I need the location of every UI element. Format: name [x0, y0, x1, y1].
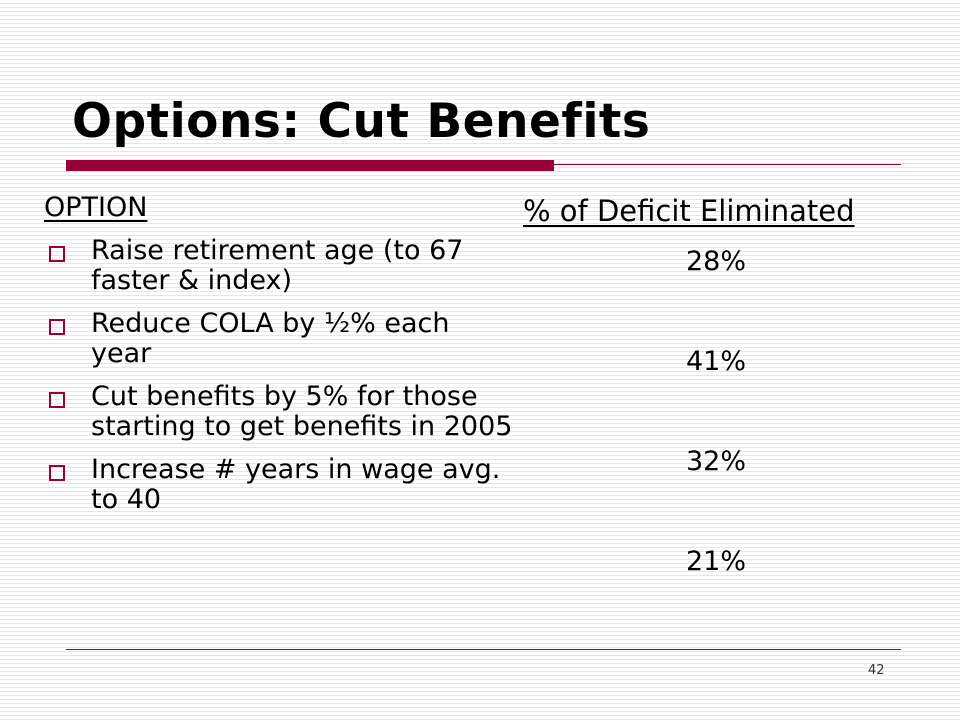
deficit-value: 32% — [686, 446, 747, 477]
hollow-square-icon — [49, 246, 65, 262]
option-label: Increase # years in wage avg. to 40 — [91, 454, 501, 515]
option-label: Raise retirement age (to 67 faster & ind… — [91, 235, 464, 296]
deficit-value: 21% — [686, 546, 747, 577]
option-column-header: OPTION — [44, 192, 148, 223]
title-accent-line — [554, 164, 901, 165]
deficit-column-header: % of Deficit Eliminated — [523, 194, 855, 228]
deficit-value: 41% — [686, 346, 747, 377]
hollow-square-icon — [49, 392, 65, 408]
option-label: Reduce COLA by ½% each year — [91, 308, 450, 369]
option-item: Increase # years in wage avg. to 40 — [44, 455, 514, 515]
slide-title: Options: Cut Benefits — [72, 94, 651, 149]
option-label: Cut benefits by 5% for those starting to… — [91, 381, 513, 442]
page-number: 42 — [868, 663, 885, 678]
hollow-square-icon — [49, 465, 65, 481]
footer-line — [66, 649, 901, 650]
hollow-square-icon — [49, 319, 65, 335]
option-item: Raise retirement age (to 67 faster & ind… — [44, 236, 514, 296]
deficit-value: 28% — [686, 246, 747, 277]
option-list: Raise retirement age (to 67 faster & ind… — [44, 236, 514, 528]
option-item: Cut benefits by 5% for those starting to… — [44, 382, 514, 442]
option-item: Reduce COLA by ½% each year — [44, 309, 514, 369]
title-accent-bar — [66, 160, 554, 171]
